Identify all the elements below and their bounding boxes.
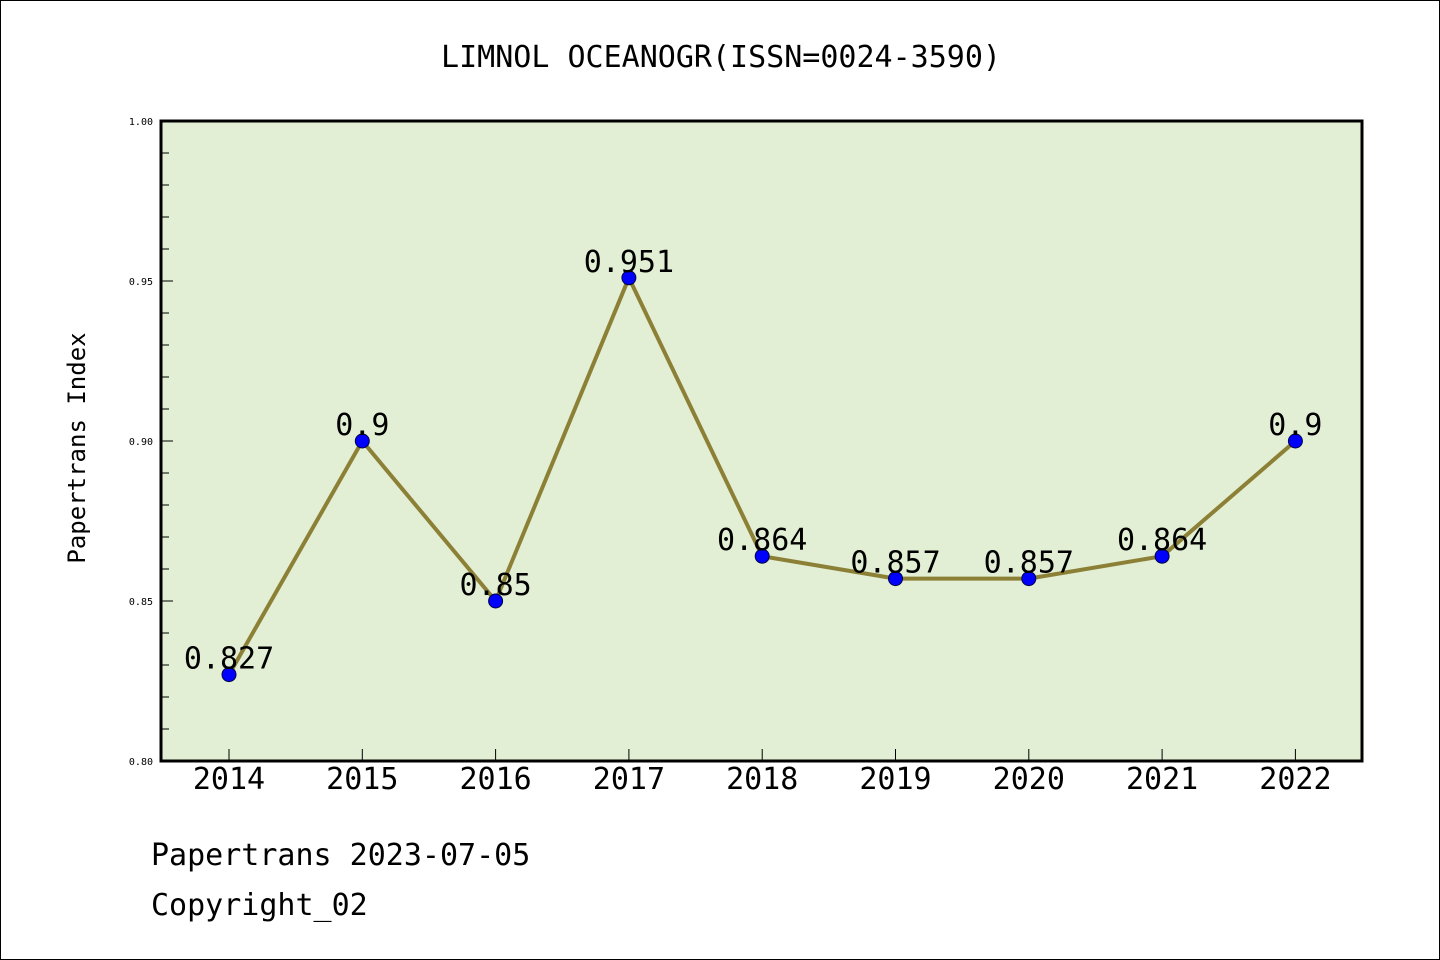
- data-label: 0.857: [850, 546, 940, 581]
- x-tick-label: 2017: [593, 762, 665, 797]
- x-tick-label: 2019: [859, 762, 931, 797]
- data-point: [1154, 548, 1170, 564]
- x-tick-label: 2020: [993, 762, 1065, 797]
- y-axis: 0.80 0.85 0.90 0.95 1.00: [129, 117, 173, 768]
- data-point: [1287, 433, 1303, 449]
- data-label: 0.9: [335, 408, 389, 443]
- data-label: 0.857: [984, 546, 1074, 581]
- y-tick-label: 1.00: [129, 117, 153, 128]
- data-point: [754, 548, 770, 564]
- x-tick-label: 2014: [193, 762, 265, 797]
- data-labels: 0.827 0.9 0.85 0.951 0.864 0.857 0.857 0.864 0.9: [184, 245, 1323, 677]
- x-tick-label: 2022: [1259, 762, 1331, 797]
- data-point: [354, 433, 370, 449]
- data-point: [621, 270, 637, 286]
- x-tick-label: 2018: [726, 762, 798, 797]
- y-axis-label: Papertrans Index: [63, 332, 91, 563]
- data-label: 0.864: [717, 523, 807, 558]
- y-tick-label: 0.80: [129, 757, 153, 768]
- y-tick-label: 0.95: [129, 277, 153, 288]
- x-tick-label: 2015: [326, 762, 398, 797]
- data-label: 0.85: [459, 568, 531, 603]
- data-label: 0.864: [1117, 523, 1207, 558]
- series-group: [221, 270, 1303, 683]
- footer-copyright: Copyright_02: [151, 888, 368, 923]
- data-label: 0.827: [184, 642, 274, 677]
- data-label: 0.9: [1268, 408, 1322, 443]
- chart-title: LIMNOL OCEANOGR(ISSN=0024-3590): [441, 40, 1001, 75]
- y-tick-label: 0.85: [129, 597, 153, 608]
- data-label: 0.951: [584, 245, 674, 280]
- data-point: [221, 667, 237, 683]
- x-tick-label: 2016: [459, 762, 531, 797]
- data-point: [1021, 571, 1037, 587]
- y-tick-label: 0.90: [129, 437, 153, 448]
- x-tick-label: 2021: [1126, 762, 1198, 797]
- data-point: [888, 571, 903, 587]
- data-point: [488, 593, 504, 609]
- x-axis: 2014 2015 2016 2017 2018 2019 2020 2021 2022: [193, 749, 1332, 797]
- footer-date: Papertrans 2023-07-05: [151, 838, 530, 873]
